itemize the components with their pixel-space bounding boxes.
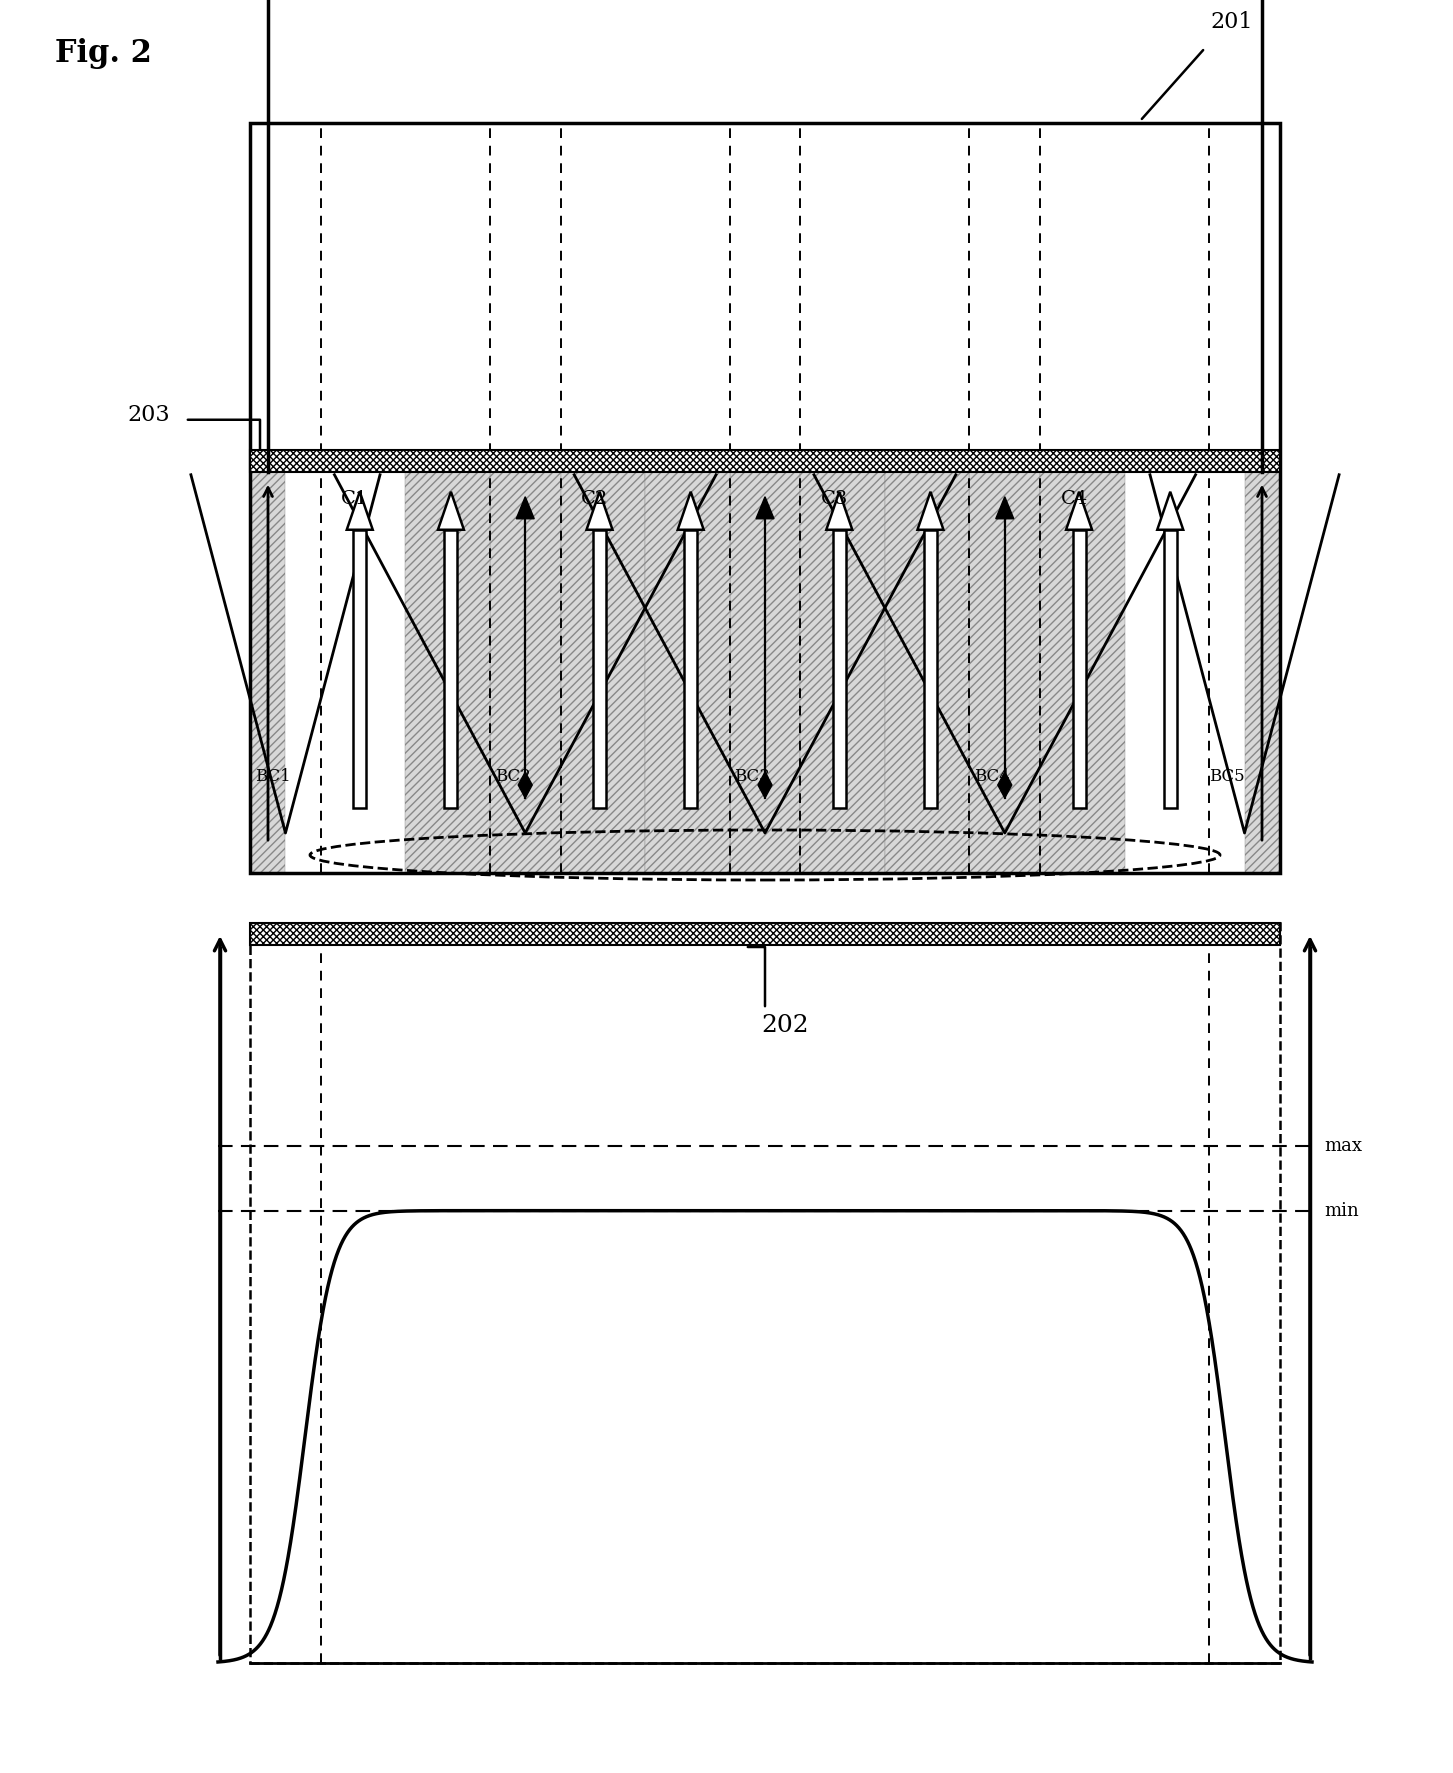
Polygon shape: [729, 472, 801, 872]
Text: Fig. 2: Fig. 2: [55, 37, 153, 69]
Polygon shape: [490, 472, 561, 872]
Text: BC4: BC4: [975, 768, 1010, 785]
Text: BC1: BC1: [254, 768, 291, 785]
Polygon shape: [445, 530, 458, 808]
Polygon shape: [405, 472, 490, 872]
Text: 203: 203: [128, 404, 170, 426]
Polygon shape: [969, 472, 1040, 872]
Polygon shape: [593, 530, 606, 808]
Polygon shape: [758, 771, 772, 798]
Polygon shape: [677, 491, 703, 530]
Polygon shape: [756, 496, 774, 519]
Polygon shape: [801, 472, 885, 872]
Polygon shape: [1072, 530, 1085, 808]
Polygon shape: [827, 491, 853, 530]
Polygon shape: [1245, 472, 1280, 872]
Polygon shape: [645, 472, 729, 872]
Polygon shape: [1040, 472, 1125, 872]
Polygon shape: [1164, 530, 1177, 808]
Polygon shape: [998, 771, 1011, 798]
Polygon shape: [917, 491, 943, 530]
Text: 202: 202: [761, 1014, 809, 1037]
Text: min: min: [1324, 1202, 1359, 1220]
Text: BC5: BC5: [1209, 768, 1245, 785]
Polygon shape: [353, 530, 366, 808]
Polygon shape: [516, 496, 535, 519]
Polygon shape: [684, 530, 697, 808]
Text: C1: C1: [341, 489, 369, 507]
Polygon shape: [347, 491, 373, 530]
Polygon shape: [995, 496, 1014, 519]
Text: C2: C2: [581, 489, 609, 507]
Polygon shape: [885, 472, 969, 872]
Polygon shape: [1067, 491, 1093, 530]
Polygon shape: [250, 924, 1280, 945]
Polygon shape: [924, 530, 937, 808]
Text: BC3: BC3: [735, 768, 770, 785]
Polygon shape: [250, 450, 1280, 472]
Text: max: max: [1324, 1136, 1361, 1154]
Polygon shape: [587, 491, 613, 530]
Polygon shape: [561, 472, 645, 872]
Text: C3: C3: [821, 489, 849, 507]
Polygon shape: [250, 472, 285, 872]
Text: 201: 201: [1210, 11, 1252, 34]
Polygon shape: [519, 771, 532, 798]
Polygon shape: [1157, 491, 1183, 530]
Text: BC2: BC2: [495, 768, 530, 785]
Polygon shape: [437, 491, 464, 530]
Polygon shape: [833, 530, 846, 808]
Text: C4: C4: [1061, 489, 1088, 507]
